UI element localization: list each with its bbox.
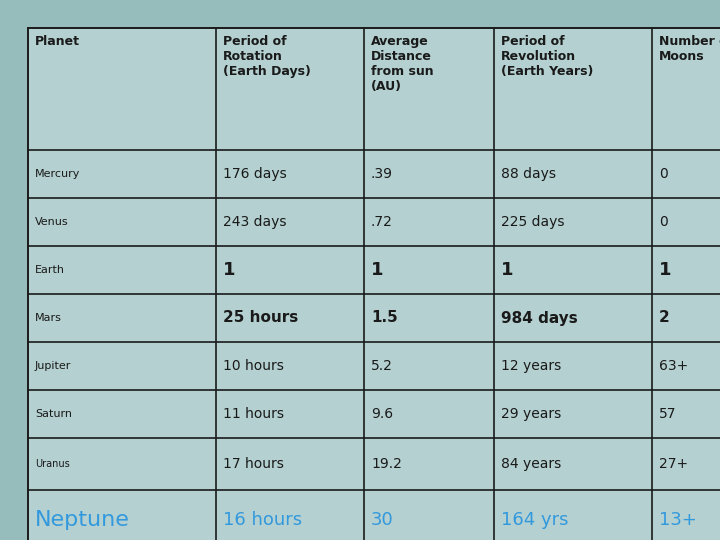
Text: 984 days: 984 days — [501, 310, 577, 326]
Text: 176 days: 176 days — [223, 167, 287, 181]
Text: 12 years: 12 years — [501, 359, 562, 373]
Text: 11 hours: 11 hours — [223, 407, 284, 421]
Text: 30: 30 — [371, 511, 394, 529]
Text: Uranus: Uranus — [35, 459, 70, 469]
Text: 164 yrs: 164 yrs — [501, 511, 569, 529]
Text: 17 hours: 17 hours — [223, 457, 284, 471]
Text: .72: .72 — [371, 215, 393, 229]
Text: 5.2: 5.2 — [371, 359, 393, 373]
Text: Mars: Mars — [35, 313, 62, 323]
Text: 1: 1 — [371, 261, 384, 279]
Text: Neptune: Neptune — [35, 510, 130, 530]
Text: Planet: Planet — [35, 35, 80, 48]
Text: 25 hours: 25 hours — [223, 310, 298, 326]
Text: 1: 1 — [659, 261, 672, 279]
Text: Venus: Venus — [35, 217, 68, 227]
Text: Saturn: Saturn — [35, 409, 72, 419]
Text: 1.5: 1.5 — [371, 310, 397, 326]
Text: 84 years: 84 years — [501, 457, 562, 471]
Text: 16 hours: 16 hours — [223, 511, 302, 529]
Text: 225 days: 225 days — [501, 215, 564, 229]
Text: 1: 1 — [223, 261, 235, 279]
Text: 9.6: 9.6 — [371, 407, 393, 421]
Text: 88 days: 88 days — [501, 167, 556, 181]
Text: Period of
Revolution
(Earth Years): Period of Revolution (Earth Years) — [501, 35, 593, 78]
Text: 243 days: 243 days — [223, 215, 287, 229]
Text: 1: 1 — [501, 261, 513, 279]
Text: 0: 0 — [659, 167, 667, 181]
Text: Number of
Moons: Number of Moons — [659, 35, 720, 63]
Text: 2: 2 — [659, 310, 670, 326]
Text: Earth: Earth — [35, 265, 65, 275]
Text: 57: 57 — [659, 407, 677, 421]
Text: Jupiter: Jupiter — [35, 361, 71, 371]
Text: 10 hours: 10 hours — [223, 359, 284, 373]
Text: Period of
Rotation
(Earth Days): Period of Rotation (Earth Days) — [223, 35, 311, 78]
Text: Average
Distance
from sun
(AU): Average Distance from sun (AU) — [371, 35, 433, 93]
Text: 63+: 63+ — [659, 359, 688, 373]
Text: .39: .39 — [371, 167, 393, 181]
Text: 19.2: 19.2 — [371, 457, 402, 471]
Text: 0: 0 — [659, 215, 667, 229]
Text: Mercury: Mercury — [35, 169, 81, 179]
Text: 13+: 13+ — [659, 511, 697, 529]
Text: 27+: 27+ — [659, 457, 688, 471]
Text: 29 years: 29 years — [501, 407, 562, 421]
